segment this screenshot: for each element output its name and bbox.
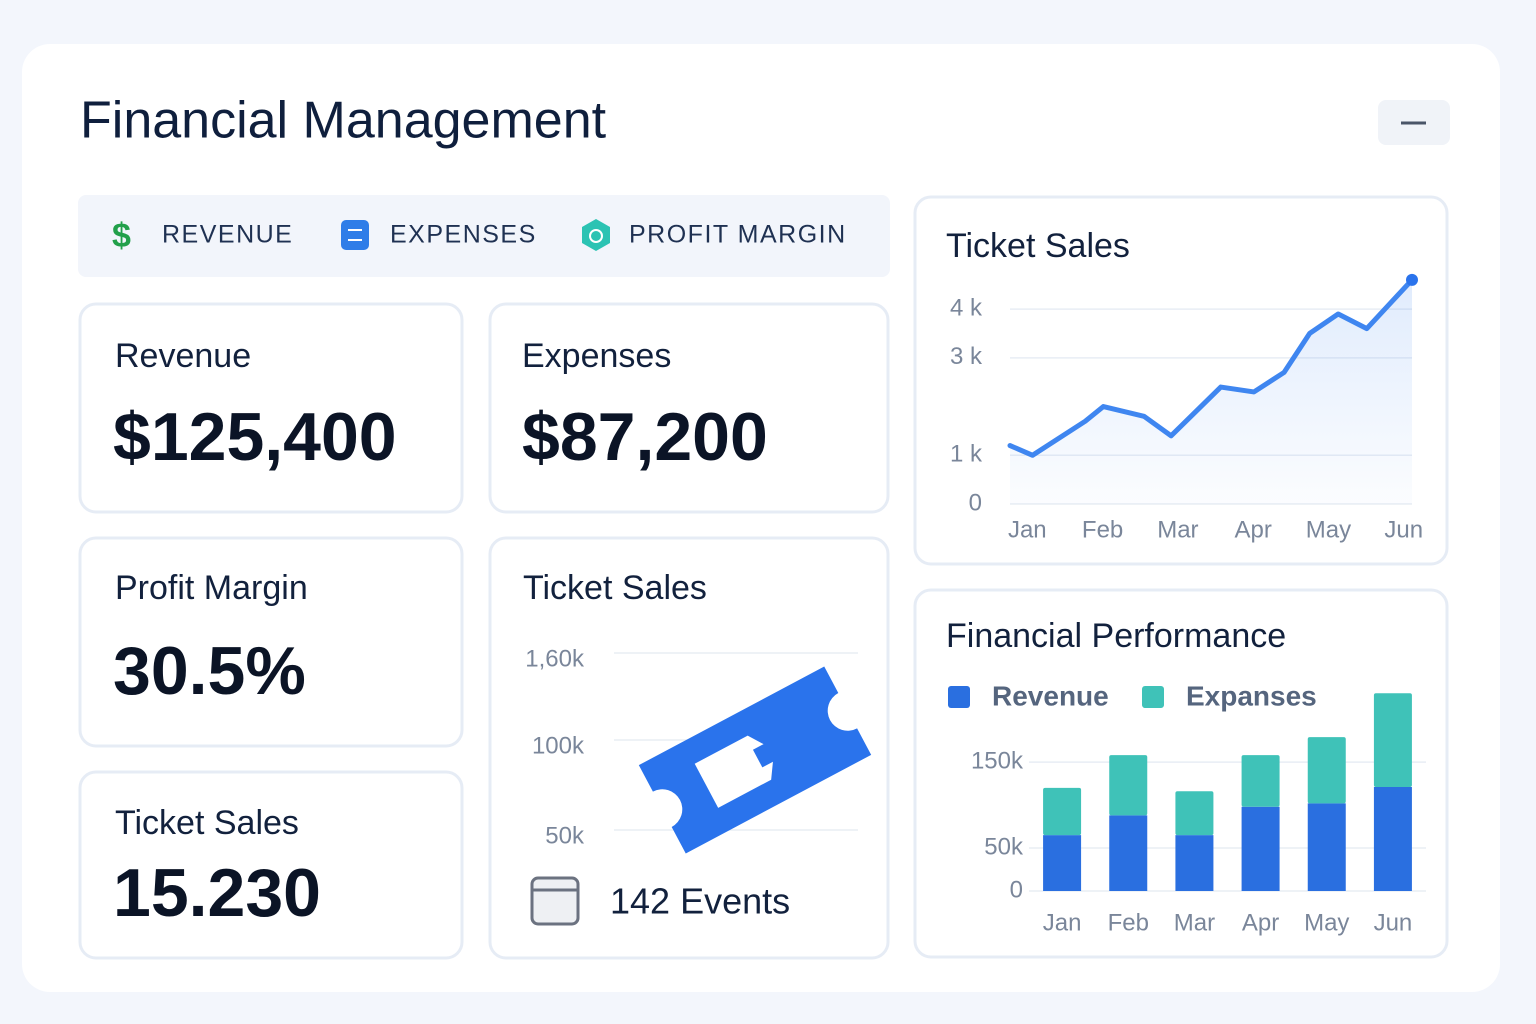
- tab-bar: [78, 195, 890, 277]
- tick-label: 1,60k: [525, 645, 585, 672]
- x-tick-label: Jun: [1374, 909, 1413, 936]
- card: [78, 302, 464, 514]
- page-title: Financial Management: [80, 92, 607, 150]
- bar-segment: [1043, 787, 1082, 836]
- bar-segment: [1175, 835, 1214, 891]
- bar-segment: [1241, 806, 1280, 891]
- legend-swatch: [1142, 686, 1164, 708]
- line-area: [1010, 279, 1412, 504]
- chart-title: Ticket Sales: [946, 227, 1130, 265]
- legend-label: Expanses: [1186, 680, 1317, 711]
- card-label: Profit Margin: [115, 569, 308, 607]
- bar-segment: [1373, 786, 1412, 891]
- bar-segment: [1175, 791, 1214, 836]
- svg-text:$: $: [112, 217, 131, 255]
- y-tick-label: 1 k: [950, 441, 983, 468]
- card-value: 30.5%: [113, 633, 306, 709]
- events-count: 142 Events: [610, 881, 790, 922]
- x-tick-label: Jun: [1384, 516, 1423, 543]
- bar-segment: [1307, 803, 1346, 891]
- x-tick-label: Mar: [1174, 909, 1215, 936]
- x-tick-label: Feb: [1108, 909, 1149, 936]
- card-label: Ticket Sales: [115, 804, 299, 842]
- calendar-icon: [530, 876, 580, 926]
- x-tick-label: Feb: [1082, 516, 1123, 543]
- tab[interactable]: EXPENSES: [341, 220, 537, 250]
- x-tick-label: May: [1306, 516, 1351, 543]
- x-tick-label: May: [1304, 909, 1349, 936]
- bar-segment: [1109, 755, 1148, 816]
- y-tick-label: 0: [1010, 876, 1023, 903]
- card-value: $125,400: [113, 399, 397, 475]
- y-tick-label: 0: [969, 489, 982, 516]
- card: [78, 536, 464, 748]
- tab-label[interactable]: PROFIT MARGIN: [629, 221, 847, 249]
- card-label: Expenses: [522, 337, 671, 375]
- chart-title: Financial Performance: [946, 617, 1286, 655]
- bar-segment: [1373, 693, 1412, 787]
- x-tick-label: Mar: [1157, 516, 1198, 543]
- ticket-icon: [638, 666, 872, 854]
- tab-label[interactable]: EXPENSES: [390, 221, 537, 249]
- y-tick-label: 150k: [971, 747, 1024, 774]
- minimize-button[interactable]: [1378, 100, 1450, 145]
- tick-label: 50k: [545, 822, 585, 849]
- x-tick-label: Jan: [1008, 516, 1047, 543]
- x-tick-label: Apr: [1234, 516, 1271, 543]
- y-tick-label: 4 k: [950, 294, 983, 321]
- card: [488, 302, 890, 514]
- x-tick-label: Apr: [1242, 909, 1279, 936]
- bar-segment: [1109, 815, 1148, 891]
- tab-label[interactable]: REVENUE: [162, 221, 293, 249]
- y-tick-label: 50k: [984, 833, 1024, 860]
- y-tick-label: 3 k: [950, 343, 983, 370]
- tab[interactable]: $ REVENUE: [112, 217, 293, 255]
- bar-segment: [1241, 755, 1280, 807]
- card-label: Revenue: [115, 337, 251, 375]
- legend-label: Revenue: [992, 680, 1109, 711]
- tick-label: 100k: [532, 732, 585, 759]
- card-value: $87,200: [522, 399, 768, 475]
- legend-swatch: [948, 686, 970, 708]
- card-value: 15.230: [113, 855, 321, 931]
- card: [78, 770, 464, 960]
- line: [1007, 277, 1415, 458]
- bar-segment: [1307, 737, 1346, 804]
- x-tick-label: Jan: [1043, 909, 1082, 936]
- bar-segment: [1043, 835, 1082, 891]
- card-title: Ticket Sales: [523, 569, 707, 607]
- end-point: [1406, 273, 1418, 286]
- tab[interactable]: PROFIT MARGIN: [582, 219, 847, 251]
